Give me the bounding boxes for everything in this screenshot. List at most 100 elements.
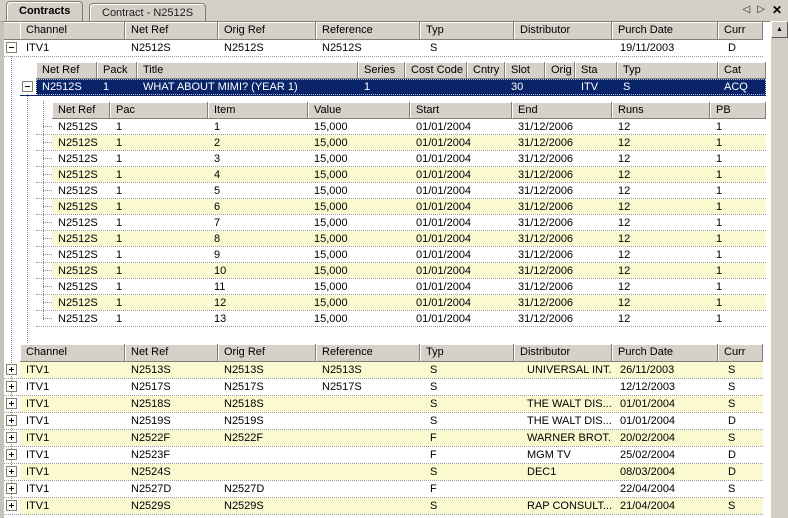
column-header-channel[interactable]: Channel xyxy=(20,22,125,40)
column-header-distributor[interactable]: Distributor xyxy=(514,22,612,40)
cell-start: 01/01/2004 xyxy=(410,263,512,278)
item-row[interactable]: N2512S 1 4 15,000 01/01/2004 31/12/2006 12 1 xyxy=(36,167,766,183)
cell-item: 7 xyxy=(208,215,308,230)
expand-icon[interactable] xyxy=(6,500,17,511)
expand-icon[interactable] xyxy=(6,432,17,443)
contract-row[interactable]: ITV1 N2517S N2517S N2517S S 12/12/2003 S xyxy=(4,379,763,396)
column-header-curr[interactable]: Curr xyxy=(718,22,763,40)
column-header-channel[interactable]: Channel xyxy=(20,344,125,362)
item-row[interactable]: N2512S 1 1 15,000 01/01/2004 31/12/2006 12 1 xyxy=(36,119,766,135)
item-row[interactable]: N2512S 1 6 15,000 01/01/2004 31/12/2006 12 1 xyxy=(36,199,766,215)
tab-contracts[interactable]: Contracts xyxy=(6,1,84,21)
cell-end: 31/12/2006 xyxy=(512,263,612,278)
tab-contract-n2512s[interactable]: Contract - N2512S xyxy=(89,3,207,21)
contract-row[interactable]: ITV1 N2529S N2529S S RAP CONSULT... 21/04/200… xyxy=(4,498,763,515)
expand-icon[interactable] xyxy=(6,449,17,460)
cell-reference xyxy=(316,481,420,497)
expand-icon[interactable] xyxy=(6,466,17,477)
column-header-series[interactable]: Series xyxy=(358,62,405,79)
cell-value: 15,000 xyxy=(308,311,410,326)
item-row[interactable]: N2512S 1 8 15,000 01/01/2004 31/12/2006 12 1 xyxy=(36,231,766,247)
item-row[interactable]: N2512S 1 10 15,000 01/01/2004 31/12/2006 12 1 xyxy=(36,263,766,279)
scroll-tabs-left-icon[interactable]: ◁ xyxy=(742,4,751,15)
scrollbar-track[interactable] xyxy=(771,38,788,518)
tree-connector xyxy=(36,263,52,278)
column-header-net-ref[interactable]: Net Ref xyxy=(36,62,97,79)
expand-icon[interactable] xyxy=(6,415,17,426)
column-header-cntry[interactable]: Cntry xyxy=(467,62,505,79)
close-tab-icon[interactable]: ✕ xyxy=(771,3,782,17)
tree-gutter xyxy=(4,413,20,429)
item-row[interactable]: N2512S 1 7 15,000 01/01/2004 31/12/2006 12 1 xyxy=(36,215,766,231)
cell-start: 01/01/2004 xyxy=(410,247,512,262)
column-header-typ[interactable]: Typ xyxy=(617,62,718,79)
expand-icon[interactable] xyxy=(6,483,17,494)
cell-typ: S xyxy=(420,464,514,480)
cell-value: 15,000 xyxy=(308,215,410,230)
column-header-orig-ref[interactable]: Orig Ref xyxy=(218,22,316,40)
expand-icon[interactable] xyxy=(6,381,17,392)
column-header-net-ref[interactable]: Net Ref xyxy=(125,344,218,362)
column-header-net-ref[interactable]: Net Ref xyxy=(52,102,110,119)
column-header-slot[interactable]: Slot xyxy=(505,62,545,79)
contract-row[interactable]: ITV1 N2522F N2522F F WARNER BROT... 20/02/200… xyxy=(4,430,763,447)
column-header-cat[interactable]: Cat xyxy=(718,62,766,79)
column-header-reference[interactable]: Reference xyxy=(316,22,420,40)
contract-row[interactable]: ITV1 N2523F F MGM TV 25/02/2004 D xyxy=(4,447,763,464)
package-row-selected[interactable]: N2512S 1 WHAT ABOUT MIMI? (YEAR 1) 1 30 ITV S A… xyxy=(20,79,766,96)
column-header-pack[interactable]: Pack xyxy=(97,62,137,79)
column-header-distributor[interactable]: Distributor xyxy=(514,344,612,362)
cell-runs: 12 xyxy=(612,295,710,310)
contract-row[interactable]: ITV1 N2527D N2527D F 22/04/2004 S xyxy=(4,481,763,498)
tree-connector xyxy=(36,311,52,326)
column-header-end[interactable]: End xyxy=(512,102,612,119)
column-header-cost-code[interactable]: Cost Code xyxy=(405,62,467,79)
column-header-sta[interactable]: Sta xyxy=(575,62,617,79)
item-row[interactable]: N2512S 1 11 15,000 01/01/2004 31/12/2006 12 1 xyxy=(36,279,766,295)
column-header-pb[interactable]: PB xyxy=(710,102,766,119)
cell-curr: D xyxy=(718,40,763,56)
cell-net-ref: N2513S xyxy=(125,362,218,378)
vertical-scrollbar[interactable]: ▲ xyxy=(770,21,788,518)
scroll-tabs-right-icon[interactable]: ▷ xyxy=(757,4,765,15)
scroll-up-icon[interactable]: ▲ xyxy=(771,21,788,38)
item-row[interactable]: N2512S 1 3 15,000 01/01/2004 31/12/2006 12 1 xyxy=(36,151,766,167)
cell-value: 15,000 xyxy=(308,151,410,166)
expand-icon[interactable] xyxy=(6,364,17,375)
column-header-net-ref[interactable]: Net Ref xyxy=(125,22,218,40)
contract-row[interactable]: ITV1 N2512S N2512S N2512S S 19/11/2003 D xyxy=(4,40,763,57)
cell-net-ref: N2517S xyxy=(125,379,218,395)
collapse-icon[interactable] xyxy=(22,81,33,92)
item-row[interactable]: N2512S 1 2 15,000 01/01/2004 31/12/2006 12 1 xyxy=(36,135,766,151)
item-row[interactable]: N2512S 1 9 15,000 01/01/2004 31/12/2006 12 1 xyxy=(36,247,766,263)
cell-orig-ref: N2517S xyxy=(218,379,316,395)
cell-orig-ref: N2527D xyxy=(218,481,316,497)
column-header-orig-ref[interactable]: Orig Ref xyxy=(218,344,316,362)
column-header-item[interactable]: Item xyxy=(208,102,308,119)
cell-runs: 12 xyxy=(612,263,710,278)
expand-icon[interactable] xyxy=(6,398,17,409)
column-header-purch-date[interactable]: Purch Date xyxy=(612,22,718,40)
column-header-start[interactable]: Start xyxy=(410,102,512,119)
contract-row[interactable]: ITV1 N2519S N2519S S THE WALT DIS... 01/01/20… xyxy=(4,413,763,430)
contract-row[interactable]: ITV1 N2524S S DEC1 08/03/2004 D xyxy=(4,464,763,481)
column-header-value[interactable]: Value xyxy=(308,102,410,119)
contract-row[interactable]: ITV1 N2513S N2513S N2513S S UNIVERSAL INT... 2… xyxy=(4,362,763,379)
column-header-runs[interactable]: Runs xyxy=(612,102,710,119)
column-header-pac[interactable]: Pac xyxy=(110,102,208,119)
column-header-curr[interactable]: Curr xyxy=(718,344,763,362)
column-header-purch-date[interactable]: Purch Date xyxy=(612,344,718,362)
contract-row[interactable]: ITV1 N2518S N2518S S THE WALT DIS... 01/01/20… xyxy=(4,396,763,413)
column-header-orig[interactable]: Orig xyxy=(545,62,575,79)
cell-distributor: MGM TV xyxy=(514,447,612,463)
cell-end: 31/12/2006 xyxy=(512,231,612,246)
cell-channel: ITV1 xyxy=(20,498,125,514)
collapse-icon[interactable] xyxy=(6,42,17,53)
item-row[interactable]: N2512S 1 12 15,000 01/01/2004 31/12/2006 12 1 xyxy=(36,295,766,311)
column-header-typ[interactable]: Typ xyxy=(420,344,514,362)
column-header-title[interactable]: Title xyxy=(137,62,358,79)
item-row[interactable]: N2512S 1 13 15,000 01/01/2004 31/12/2006 12 1 xyxy=(36,311,766,327)
item-row[interactable]: N2512S 1 5 15,000 01/01/2004 31/12/2006 12 1 xyxy=(36,183,766,199)
column-header-reference[interactable]: Reference xyxy=(316,344,420,362)
column-header-typ[interactable]: Typ xyxy=(420,22,514,40)
